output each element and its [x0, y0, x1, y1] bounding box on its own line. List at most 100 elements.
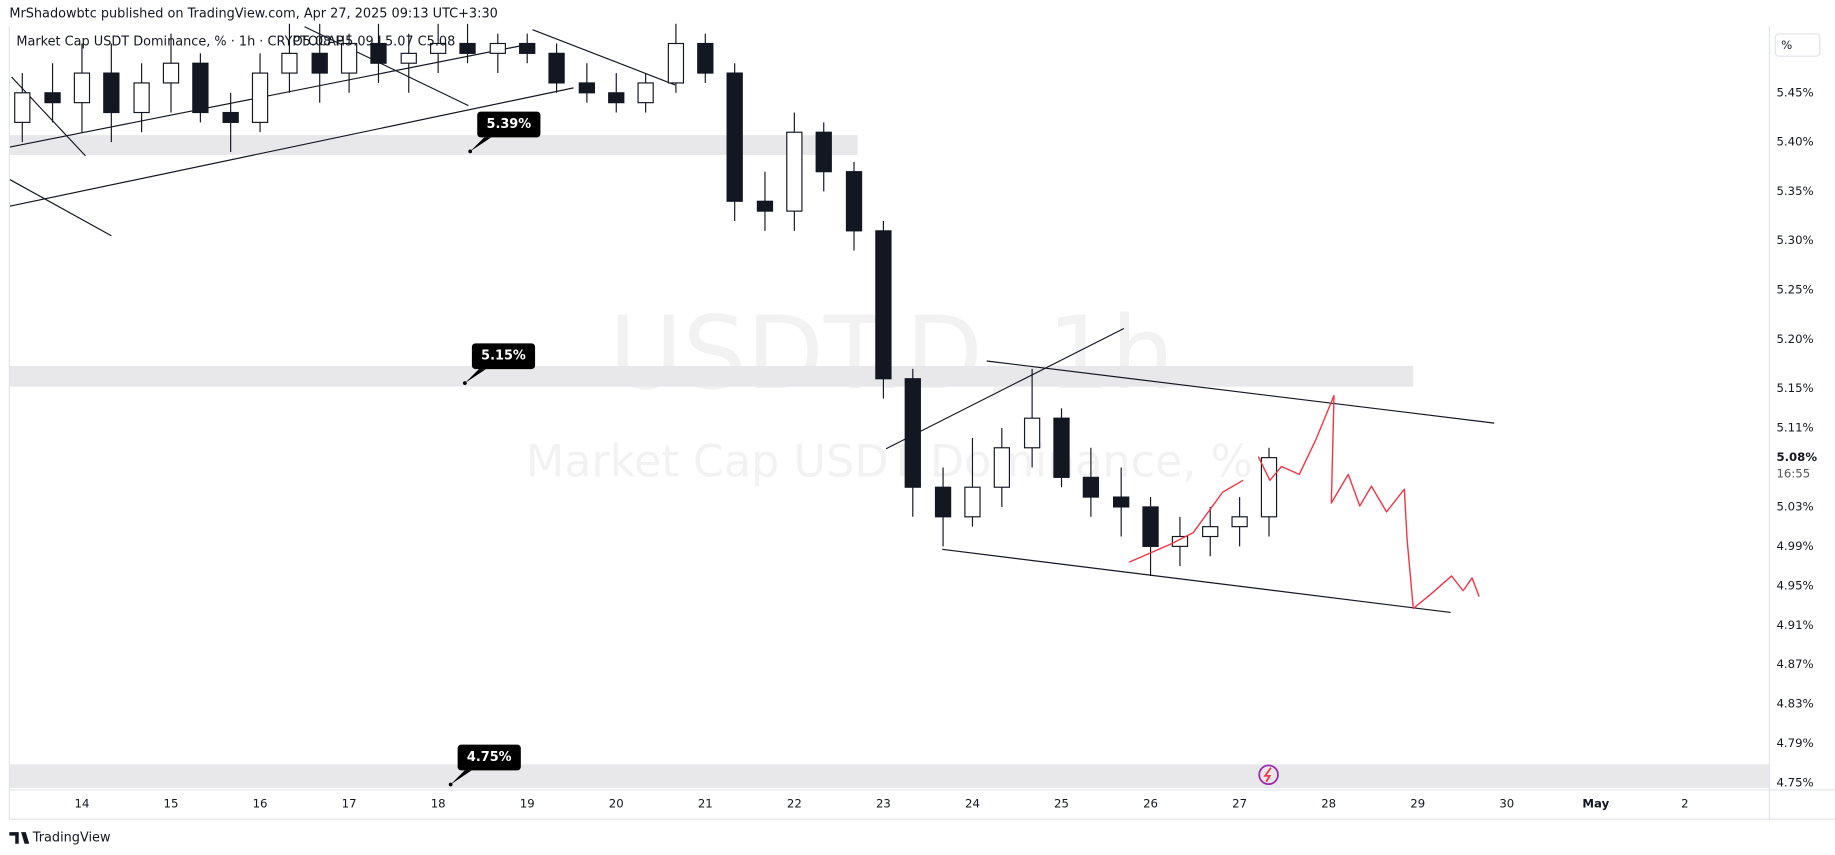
candle-body — [934, 486, 952, 518]
callout-label: 5.15% — [481, 349, 526, 364]
alert-icon[interactable] — [1258, 764, 1279, 785]
y-tick-label: 5.40% — [1776, 135, 1813, 149]
last-price-label: 5.08% — [1776, 450, 1817, 464]
y-tick-label: 5.15% — [1776, 381, 1813, 395]
callout-box — [471, 343, 536, 370]
trend-line — [532, 29, 676, 86]
candle-body — [400, 52, 417, 64]
x-tick-label: 18 — [431, 796, 446, 810]
candle-body — [1082, 476, 1100, 498]
candle-body — [370, 42, 387, 64]
candle-body — [1142, 506, 1159, 547]
ohlc-values: O5.08 H5.09 L5.07 C5.08 — [293, 35, 456, 50]
candle-body — [667, 42, 685, 84]
candle-body — [786, 131, 803, 212]
symbol-title: Market Cap USDT Dominance, % · 1h · CRYP… — [16, 35, 344, 50]
y-tick-label: 5.03% — [1776, 499, 1813, 513]
trend-line — [9, 42, 533, 148]
candle-body — [1023, 417, 1041, 449]
x-tick-label: 2 — [1681, 796, 1688, 810]
y-tick-label: 4.99% — [1776, 539, 1813, 553]
axis-unit: % — [1781, 38, 1792, 52]
candle-body — [44, 92, 61, 104]
candle-body — [756, 200, 774, 212]
unit-button[interactable] — [1774, 33, 1821, 57]
candle-body — [993, 447, 1010, 488]
y-tick-label: 5.30% — [1776, 233, 1813, 247]
candle-body — [429, 42, 447, 54]
y-tick-label: 5.45% — [1776, 85, 1813, 99]
candle-body — [311, 52, 328, 74]
trend-line — [986, 360, 1495, 424]
watermark: USDT.D, 1h Market Cap USDT Dominance, % — [526, 295, 1253, 488]
callout-box — [457, 744, 521, 771]
watermark-symbol: USDT.D, 1h — [609, 295, 1175, 412]
y-tick-label: 4.87% — [1776, 657, 1813, 671]
candle-body — [578, 82, 596, 94]
x-tick-label: 17 — [342, 796, 357, 810]
x-tick-label: 25 — [1054, 796, 1069, 810]
x-tick-label: 23 — [876, 796, 891, 810]
candle-body — [1113, 496, 1130, 508]
candle-body — [1260, 457, 1278, 518]
projection-path — [1128, 479, 1244, 563]
countdown: 16:55 — [1776, 467, 1810, 481]
projection-path — [1257, 394, 1480, 610]
y-tick-label: 4.79% — [1776, 736, 1813, 750]
candle-body — [964, 486, 981, 518]
candle-body — [103, 72, 120, 114]
callout-pointer — [450, 770, 472, 785]
trend-line — [9, 179, 112, 237]
x-tick-label: 22 — [787, 796, 802, 810]
trend-line — [885, 327, 1125, 450]
candle-body — [845, 171, 863, 232]
candle-body — [1171, 535, 1189, 547]
callout-box — [477, 111, 541, 138]
candle-body — [815, 131, 832, 173]
candle-body — [73, 72, 91, 104]
alert-bolt — [1263, 767, 1272, 783]
callout-anchor — [468, 149, 473, 154]
x-tick-label: 24 — [965, 796, 980, 810]
candle-body — [192, 62, 209, 114]
y-tick-label: 4.95% — [1776, 578, 1813, 592]
candle-body — [519, 42, 536, 54]
candle-body — [904, 378, 921, 488]
y-tick-label: 5.35% — [1776, 184, 1813, 198]
candle-body — [133, 82, 150, 114]
x-tick-label: 27 — [1232, 796, 1247, 810]
candle-body — [281, 52, 298, 74]
callout-anchor — [448, 782, 453, 787]
price-zone — [9, 365, 1414, 387]
trend-line — [942, 548, 1451, 614]
candle-body — [459, 42, 476, 54]
y-tick-label: 5.11% — [1776, 421, 1813, 435]
candle-body — [14, 92, 31, 123]
candle-body — [726, 72, 743, 202]
brand-logo: TradingView — [9, 830, 110, 845]
trend-line — [11, 76, 86, 157]
plot-area: 5.39% 5.15% 4.75% — [9, 23, 1770, 788]
candle-body — [697, 42, 714, 74]
candle-body — [1053, 417, 1070, 478]
x-tick-label: 28 — [1321, 796, 1336, 810]
callout-pointer — [464, 369, 486, 384]
watermark-subtitle: Market Cap USDT Dominance, % — [526, 437, 1253, 488]
callout-anchor — [462, 381, 467, 386]
candle-body — [1202, 526, 1219, 538]
x-tick-label: 19 — [520, 796, 535, 810]
x-tick-label: 29 — [1410, 796, 1425, 810]
candle-body — [1231, 516, 1248, 528]
candle-body — [162, 62, 180, 84]
candle-body — [875, 230, 892, 380]
logo-mark — [9, 832, 30, 844]
x-tick-label: 14 — [75, 796, 90, 810]
candle-body — [489, 42, 506, 54]
trend-line — [304, 26, 469, 107]
candle-body — [222, 111, 239, 123]
x-tick-label: 20 — [609, 796, 624, 810]
published-note: MrShadowbtc published on TradingView.com… — [9, 7, 497, 22]
brand-text: TradingView — [32, 830, 111, 845]
